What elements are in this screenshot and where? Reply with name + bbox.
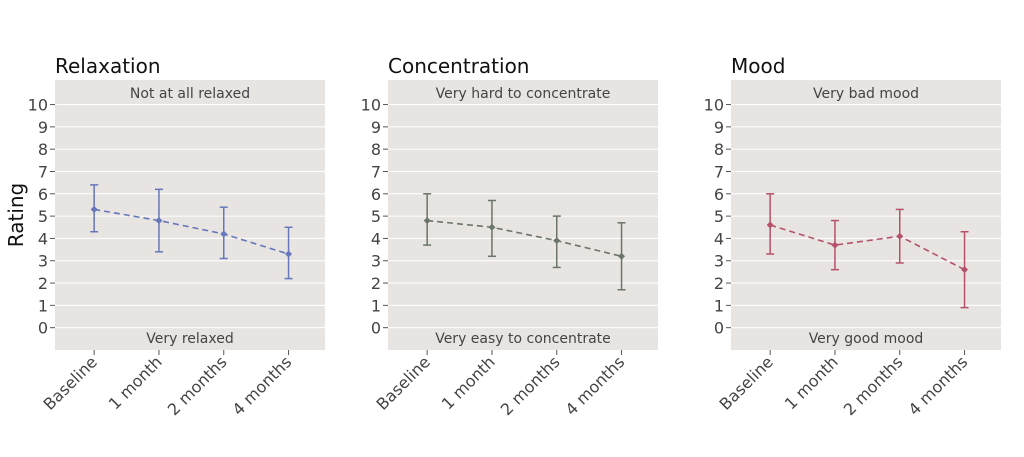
data-point (961, 266, 969, 274)
x-tick-label: 1 month (438, 352, 499, 413)
y-tick-label: 3 (371, 252, 381, 271)
top-note: Very hard to concentrate (436, 86, 611, 102)
data-point (831, 241, 839, 249)
chart-title: Mood (731, 54, 785, 78)
bottom-note: Very relaxed (146, 331, 233, 347)
y-tick-label: 5 (371, 207, 381, 226)
chart-panel-1: Relaxation 0 1 2 3 4 5 6 7 8 9 10 Not at all relaxed… (28, 54, 325, 419)
top-note: Not at all relaxed (130, 86, 250, 102)
x-tick-label: 4 months (229, 352, 296, 419)
y-tick-label: 6 (371, 185, 381, 204)
y-tick-label: 10 (704, 96, 724, 115)
series-line (94, 208, 289, 255)
plot-background (731, 80, 1001, 350)
x-tick-label: 2 months (164, 352, 231, 419)
bottom-note: Very easy to concentrate (435, 331, 611, 347)
y-tick-label: 7 (714, 162, 724, 181)
data-point (766, 221, 774, 229)
y-tick-label: 8 (371, 140, 381, 159)
y-tick-label: 8 (714, 140, 724, 159)
y-tick-label: 9 (38, 118, 48, 137)
y-tick-label: 8 (38, 140, 48, 159)
x-tick-label: 2 months (840, 352, 907, 419)
data-point (618, 252, 626, 260)
y-tick-label: 10 (28, 96, 48, 115)
plot-background (55, 80, 325, 350)
y-tick-label: 0 (714, 319, 724, 338)
data-point (896, 232, 904, 240)
y-tick-label: 1 (714, 296, 724, 315)
x-tick-label: Baseline (373, 352, 434, 413)
y-tick-label: 10 (361, 96, 381, 115)
y-tick-label: 5 (714, 207, 724, 226)
data-point (488, 223, 496, 231)
y-tick-label: 7 (371, 162, 381, 181)
y-axis-title: Rating (4, 183, 28, 247)
x-tick-label: 1 month (105, 352, 166, 413)
x-tick-label: 1 month (781, 352, 842, 413)
x-tick-label: Baseline (716, 352, 777, 413)
data-point (90, 205, 98, 213)
y-tick-label: 3 (714, 252, 724, 271)
x-tick-label: 4 months (905, 352, 972, 419)
y-tick-label: 0 (38, 319, 48, 338)
y-tick-label: 7 (38, 162, 48, 181)
data-point (553, 237, 561, 245)
y-tick-label: 1 (371, 296, 381, 315)
y-tick-label: 9 (714, 118, 724, 137)
y-tick-label: 4 (371, 229, 381, 248)
bottom-note: Very good mood (809, 331, 924, 347)
y-tick-label: 1 (38, 296, 48, 315)
data-point (423, 217, 431, 225)
series-line (769, 224, 965, 271)
x-tick-label: 4 months (562, 352, 629, 419)
chart-title: Relaxation (55, 54, 161, 78)
y-tick-label: 6 (38, 185, 48, 204)
x-tick-label: Baseline (40, 352, 101, 413)
y-tick-label: 2 (714, 274, 724, 293)
y-tick-label: 2 (371, 274, 381, 293)
chart-panel-2: Concentration 0 1 2 3 4 5 6 7 8 9 10 Very hard to co… (361, 54, 658, 419)
data-point (220, 230, 228, 238)
chart-title: Concentration (388, 54, 529, 78)
y-tick-label: 2 (38, 274, 48, 293)
x-tick-label: 2 months (497, 352, 564, 419)
y-tick-label: 0 (371, 319, 381, 338)
data-point (155, 217, 163, 225)
top-note: Very bad mood (813, 86, 919, 102)
y-tick-label: 4 (714, 229, 724, 248)
series-line (427, 219, 622, 258)
y-tick-label: 6 (714, 185, 724, 204)
plot-background (388, 80, 658, 350)
chart-panel-3: Mood 0 1 2 3 4 5 6 7 8 9 10 Very bad mood Very good m… (704, 54, 1001, 419)
y-tick-label: 9 (371, 118, 381, 137)
y-tick-label: 3 (38, 252, 48, 271)
y-tick-label: 4 (38, 229, 48, 248)
y-tick-label: 5 (38, 207, 48, 226)
data-point (285, 250, 293, 258)
